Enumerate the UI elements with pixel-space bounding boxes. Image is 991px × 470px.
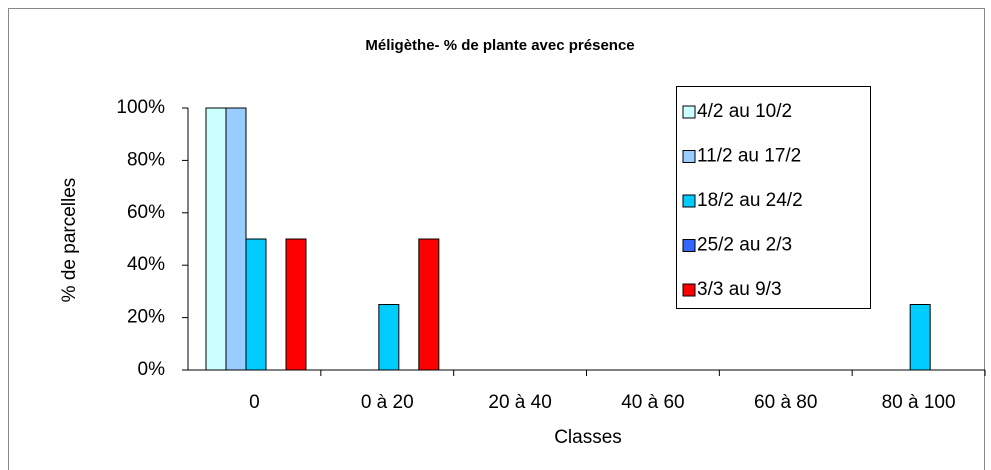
legend-label: 4/2 au 10/2 — [697, 101, 792, 122]
legend-box — [676, 86, 871, 309]
x-axis-label: Classes — [554, 427, 622, 448]
bar — [205, 107, 227, 371]
bar — [418, 238, 440, 371]
bar — [285, 238, 307, 371]
y-axis-label: % de parcelles — [59, 178, 80, 303]
legend-label: 18/2 au 24/2 — [697, 190, 803, 211]
y-tick-label: 80% — [127, 149, 165, 170]
legend-swatch — [682, 194, 696, 208]
x-tick-label: 60 à 80 — [754, 392, 817, 413]
legend-swatch — [682, 239, 696, 252]
bar — [909, 304, 931, 371]
legend-swatch — [682, 283, 696, 297]
x-tick-label: 80 à 100 — [882, 392, 956, 413]
chart-title: Méligèthe- % de plante avec présence — [365, 37, 634, 54]
legend-label: 25/2 au 2/3 — [697, 235, 792, 256]
x-tick-label: 0 à 20 — [361, 392, 414, 413]
legend-label: 3/3 au 9/3 — [697, 279, 782, 300]
y-tick-label: 60% — [127, 202, 165, 223]
x-tick-label: 40 à 60 — [621, 392, 684, 413]
bar — [225, 107, 247, 371]
bar — [378, 304, 400, 371]
y-tick-label: 0% — [138, 359, 166, 380]
legend-swatch — [682, 150, 696, 163]
bar — [245, 238, 267, 371]
x-tick-label: 0 — [249, 392, 260, 413]
y-tick-label: 40% — [127, 254, 165, 275]
y-tick-label: 100% — [116, 97, 165, 118]
x-tick-label: 20 à 40 — [488, 392, 551, 413]
legend-label: 11/2 au 17/2 — [697, 146, 801, 167]
y-tick-label: 20% — [127, 307, 165, 328]
legend-swatch — [682, 105, 696, 119]
